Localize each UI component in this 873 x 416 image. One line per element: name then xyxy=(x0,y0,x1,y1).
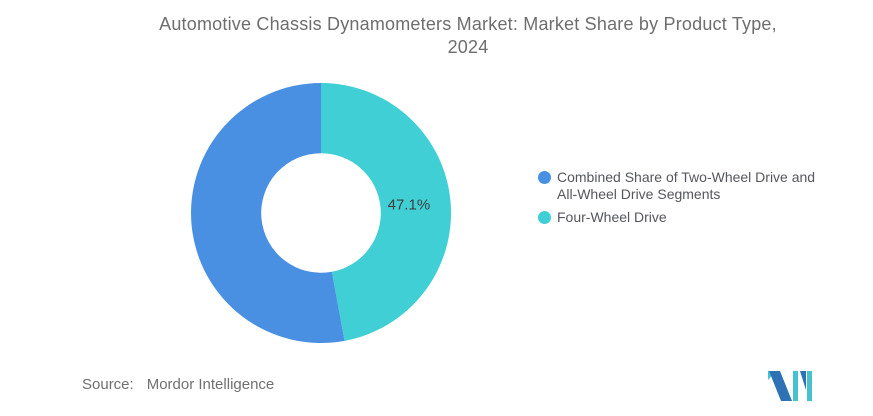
legend-item-combined-share[interactable]: Combined Share of Two-Wheel Drive and Al… xyxy=(538,169,838,203)
logo-blue-diagonal-band xyxy=(769,371,792,401)
logo-blue-triangle xyxy=(800,371,806,390)
legend-item-four-wheel-drive[interactable]: Four-Wheel Drive xyxy=(538,209,838,226)
logo-teal-bar xyxy=(793,371,798,401)
chart-title: Automotive Chassis Dynamometers Market: … xyxy=(118,13,818,59)
legend: Combined Share of Two-Wheel Drive and Al… xyxy=(538,169,838,232)
pie-slice-1[interactable] xyxy=(191,83,345,343)
slice-data-label: 47.1% xyxy=(388,197,431,214)
legend-marker-icon xyxy=(538,211,551,224)
legend-label-four-wheel-drive: Four-Wheel Drive xyxy=(557,209,667,225)
chart-title-line1: Automotive Chassis Dynamometers Market: … xyxy=(159,14,777,34)
donut-chart: 47.1% xyxy=(191,83,451,343)
source-label: Source: xyxy=(82,376,134,393)
chart-title-line2: 2024 xyxy=(447,37,489,57)
pie-slice-0[interactable] xyxy=(321,83,451,341)
source-value: Mordor Intelligence xyxy=(146,376,275,393)
source-line: Source: Mordor Intelligence xyxy=(82,376,274,393)
legend-label-combined-share: Combined Share of Two-Wheel Drive and Al… xyxy=(557,169,816,202)
mordor-intelligence-logo-icon xyxy=(768,371,812,401)
legend-marker-icon xyxy=(538,171,551,184)
logo-teal-right-bar xyxy=(807,371,812,401)
